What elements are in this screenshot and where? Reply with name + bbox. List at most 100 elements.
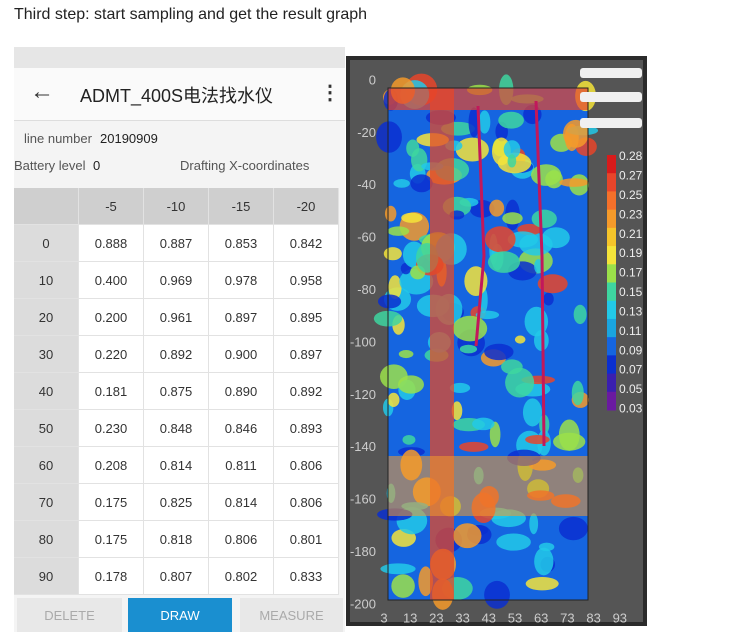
back-button[interactable]: ←	[30, 78, 54, 105]
row-header: 40	[14, 373, 79, 410]
contour-blob	[525, 576, 559, 591]
table-cell: 0.811	[209, 447, 274, 484]
colorbar-swatch	[607, 391, 616, 411]
action-button[interactable]: MEASURE	[240, 598, 343, 632]
contour-blob	[537, 274, 568, 294]
colorbar-label: 0.19	[619, 246, 643, 260]
table-cell: 0.806	[274, 447, 339, 484]
table-cell: 0.806	[209, 521, 274, 558]
table-cell: 0.969	[144, 262, 209, 299]
column-header: -15	[209, 188, 274, 225]
line-number-label: line number	[24, 131, 92, 146]
contour-blob	[553, 432, 586, 451]
colorbar-swatch	[607, 173, 616, 192]
table-cell: 0.175	[79, 484, 144, 521]
contour-blob	[398, 375, 424, 394]
contour-blob	[388, 275, 402, 300]
y-tick-label: -80	[357, 282, 376, 297]
column-header: -5	[79, 188, 144, 225]
battery-label: Battery level	[14, 158, 86, 173]
colorbar-label: 0.27	[619, 169, 643, 183]
row-header: 30	[14, 336, 79, 373]
contour-blob	[558, 516, 588, 541]
top-band	[388, 88, 588, 110]
colorbar-swatch	[607, 191, 616, 211]
data-table: -5 -10 -15 -20 0 0.888 0.887 0.853 0.842 10 0.400 0…	[14, 188, 345, 598]
trace-line	[474, 105, 486, 347]
drafting-label: Drafting X-coordinates	[180, 158, 310, 173]
colorbar-label: 0.23	[619, 207, 643, 221]
legend-bar	[580, 92, 642, 102]
contour-blob	[383, 247, 402, 261]
table-cell: 0.175	[79, 521, 144, 558]
contour-blob	[391, 574, 415, 598]
row-header: 50	[14, 410, 79, 447]
contour-blob	[489, 421, 501, 448]
colorbar-label: 0.28	[619, 149, 643, 163]
colorbar-swatch	[607, 337, 616, 356]
contour-blob	[522, 398, 543, 427]
table-cell: 0.802	[209, 558, 274, 595]
table-cell: 0.814	[144, 447, 209, 484]
y-tick-label: -180	[350, 544, 376, 559]
x-tick-label: 23	[429, 610, 443, 625]
row-header: 10	[14, 262, 79, 299]
row-header: 70	[14, 484, 79, 521]
x-tick-label: 53	[508, 610, 522, 625]
contour-blob	[410, 174, 433, 193]
menu-button[interactable]: ⋮	[320, 82, 340, 104]
contour-blob	[478, 110, 491, 134]
contour-blob	[543, 292, 554, 306]
table-cell: 0.806	[274, 484, 339, 521]
legend-bar	[580, 118, 642, 128]
contour-blob	[452, 315, 488, 342]
contour-blob	[387, 226, 410, 236]
table-cell: 0.900	[209, 336, 274, 373]
plot-frame	[387, 87, 589, 601]
contour-blob	[484, 580, 510, 609]
contour-blob	[376, 121, 402, 153]
action-button[interactable]: DRAW	[128, 598, 232, 632]
contour-blob	[401, 212, 423, 223]
table-cell: 0.848	[144, 410, 209, 447]
y-tick-label: -200	[350, 596, 376, 611]
colorbar-swatch	[607, 300, 616, 320]
battery: 0	[93, 158, 101, 173]
colorbar-swatch	[607, 373, 616, 393]
colorbar-label: 0.07	[619, 363, 643, 377]
table-cell: 0.961	[144, 299, 209, 336]
table-cell: 0.814	[209, 484, 274, 521]
contour-blob	[489, 199, 505, 217]
app-title: ADMT_400S电法找水仪	[80, 86, 274, 106]
contour-blob	[542, 227, 570, 249]
table-cell: 0.892	[274, 373, 339, 410]
x-tick-label: 43	[482, 610, 496, 625]
table-cell: 0.208	[79, 447, 144, 484]
x-tick-label: 83	[586, 610, 600, 625]
table-cell: 0.818	[144, 521, 209, 558]
contour-blob	[533, 329, 549, 351]
y-tick-label: -60	[357, 230, 376, 245]
y-tick-label: -140	[350, 439, 376, 454]
x-tick-label: 3	[380, 610, 387, 625]
result-graph: 0 -20 -40 -60 -80 -100 -120 -140 -160 -180 -200 3 13…	[346, 56, 647, 626]
contour-blob	[534, 259, 543, 274]
row-header: 20	[14, 299, 79, 336]
contour-blob	[507, 231, 538, 248]
table-cell: 0.181	[79, 373, 144, 410]
table-cell: 0.887	[144, 225, 209, 262]
contour-blob	[505, 367, 535, 398]
table-cell: 0.888	[79, 225, 144, 262]
table-cell: 0.978	[209, 262, 274, 299]
contour-blob	[472, 417, 495, 431]
column-header: -20	[274, 188, 339, 225]
y-tick-label: -100	[350, 334, 376, 349]
table-cell: 0.178	[79, 558, 144, 595]
action-button[interactable]: DELETE	[17, 598, 122, 632]
contour-blob	[455, 137, 489, 162]
contour-blob	[393, 179, 410, 188]
table-cell: 0.230	[79, 410, 144, 447]
contour-blob	[459, 344, 478, 354]
table-cell: 0.807	[144, 558, 209, 595]
